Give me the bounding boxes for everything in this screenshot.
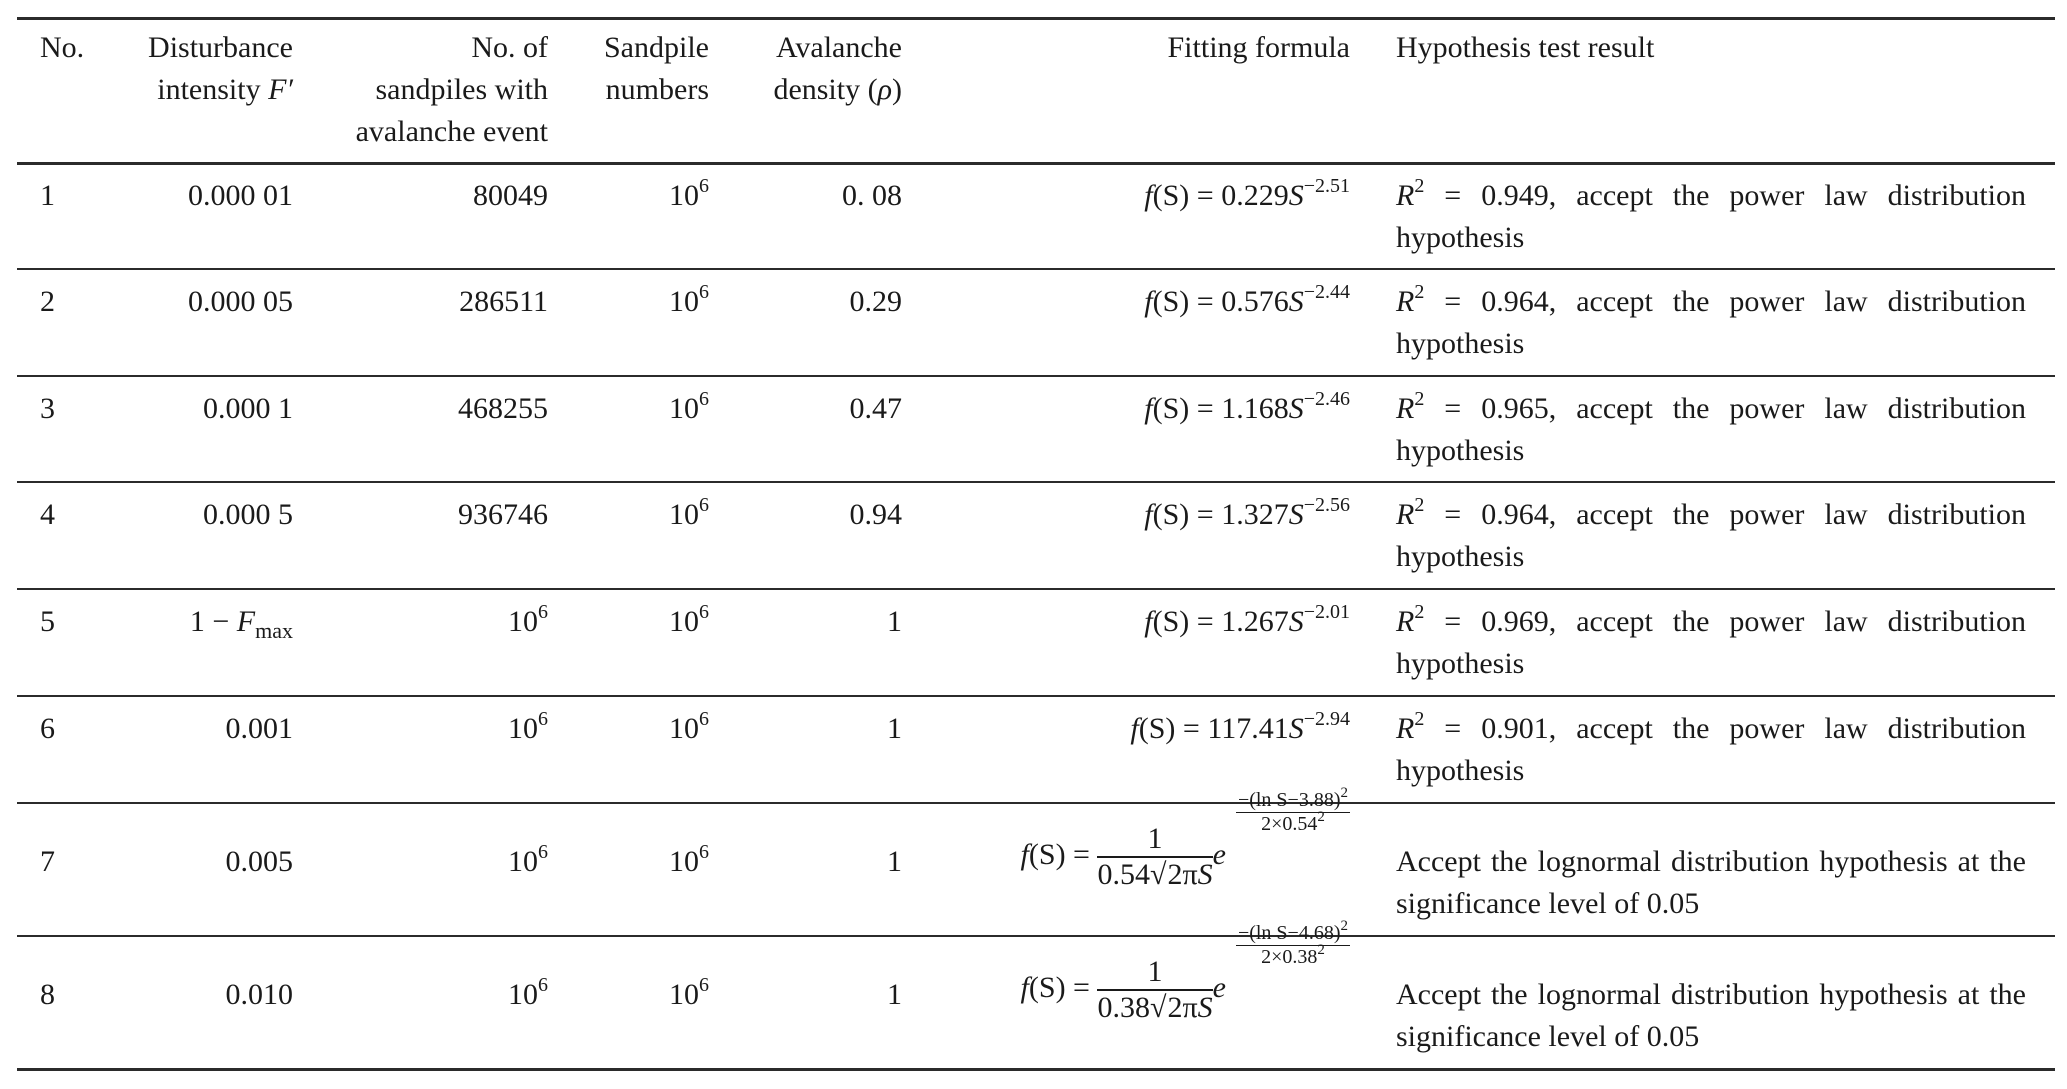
cell-sandpile-numbers: 106 (669, 841, 709, 878)
cell-hypothesis: R2 = 0.964, accept the power law distrib… (1396, 494, 2026, 573)
cell-avalanche-sandpiles: 106 (508, 708, 548, 745)
cell-sandpile-numbers: 106 (669, 388, 709, 425)
cell-intensity: 0.000 01 (188, 179, 293, 212)
header-numbers-line1: Sandpile (604, 31, 709, 64)
cell-sandpile-numbers: 106 (669, 281, 709, 318)
cell-no: 5 (40, 605, 55, 638)
cell-sandpile-numbers: 106 (669, 494, 709, 531)
header-sandpiles-line2: sandpiles with (375, 73, 549, 106)
header-sandpiles-line1: No. of (471, 31, 548, 64)
cell-intensity: 0.000 5 (203, 498, 293, 531)
cell-hypothesis: R2 = 0.964, accept the power law distrib… (1396, 281, 2026, 360)
cell-formula: f(S) = 1.267S−2.01 (1144, 601, 1350, 638)
cell-no: 4 (40, 498, 55, 531)
cell-formula: f(S) = 1.168S−2.46 (1144, 388, 1350, 425)
row-divider (17, 695, 2055, 697)
header-avalanche-density: Avalanche density (ρ) (720, 27, 902, 111)
header-avalanche-sandpiles: No. of sandpiles with avalanche event (300, 27, 548, 153)
cell-hypothesis: R2 = 0.969, accept the power law distrib… (1396, 601, 2026, 680)
header-density-line1: Avalanche (775, 31, 902, 64)
cell-density: 1 (887, 712, 902, 745)
cell-no: 1 (40, 179, 55, 212)
cell-hypothesis: Accept the lognormal distribution hypoth… (1396, 845, 2026, 920)
cell-formula: f(S) = 0.576S−2.44 (1144, 281, 1350, 318)
header-rule (17, 162, 2055, 165)
cell-formula-lognormal: f(S) = 1 0.38√2πS e −(ln S−4.68)2 2×0.382 (1020, 918, 1350, 1024)
cell-formula: f(S) = 117.41S−2.94 (1130, 708, 1350, 745)
cell-avalanche-sandpiles: 468255 (458, 392, 548, 425)
cell-density: 1 (887, 845, 902, 878)
exponent-fraction: −(ln S−4.68)2 2×0.382 (1235, 918, 1350, 968)
row-divider (17, 935, 2055, 937)
cell-sandpile-numbers: 106 (669, 601, 709, 638)
cell-density: 1 (887, 605, 902, 638)
cell-avalanche-sandpiles: 106 (508, 974, 548, 1011)
row-divider (17, 588, 2055, 590)
header-disturbance-line2: intensity F′ (157, 73, 293, 106)
cell-no: 6 (40, 712, 55, 745)
cell-density: 1 (887, 978, 902, 1011)
cell-sandpile-numbers: 106 (669, 708, 709, 745)
cell-no: 2 (40, 285, 55, 318)
header-fitting-formula: Fitting formula (1167, 31, 1351, 64)
cell-intensity: 0.005 (225, 845, 294, 878)
cell-formula: f(S) = 0.229S−2.51 (1144, 175, 1350, 212)
exponent-fraction: −(ln S−3.88)2 2×0.542 (1235, 785, 1350, 835)
cell-hypothesis: R2 = 0.949, accept the power law distrib… (1396, 175, 2026, 254)
header-density-line2: density (ρ) (773, 73, 902, 106)
fraction: 1 0.54√2πS (1097, 822, 1213, 891)
cell-avalanche-sandpiles: 106 (508, 601, 548, 638)
header-numbers-line2: numbers (605, 73, 709, 106)
cell-no: 8 (40, 978, 55, 1011)
header-disturbance: Disturbance intensity F′ (100, 27, 293, 111)
cell-intensity: 0.010 (225, 978, 294, 1011)
cell-sandpile-numbers: 106 (669, 175, 709, 212)
cell-density: 0.47 (849, 392, 903, 425)
cell-density: 0. 08 (842, 179, 902, 212)
header-disturbance-line1: Disturbance (148, 31, 293, 64)
header-sandpile-numbers: Sandpile numbers (560, 27, 709, 111)
cell-sandpile-numbers: 106 (669, 974, 709, 1011)
cell-hypothesis: Accept the lognormal distribution hypoth… (1396, 978, 2026, 1053)
cell-no: 3 (40, 392, 55, 425)
cell-hypothesis: R2 = 0.965, accept the power law distrib… (1396, 388, 2026, 467)
cell-avalanche-sandpiles: 106 (508, 841, 548, 878)
header-hypothesis: Hypothesis test result (1396, 31, 1655, 64)
fraction: 1 0.38√2πS (1097, 955, 1213, 1024)
header-sandpiles-line3: avalanche event (355, 115, 548, 148)
cell-formula: f(S) = 1.327S−2.56 (1144, 494, 1350, 531)
cell-intensity: 0.000 1 (203, 392, 293, 425)
row-divider (17, 802, 2055, 804)
row-divider (17, 268, 2055, 270)
cell-intensity: 0.001 (225, 712, 294, 745)
cell-density: 0.29 (849, 285, 903, 318)
cell-no: 7 (40, 845, 55, 878)
row-divider (17, 481, 2055, 483)
cell-density: 0.94 (849, 498, 903, 531)
top-rule (17, 17, 2055, 20)
cell-avalanche-sandpiles: 286511 (459, 285, 548, 318)
cell-hypothesis: R2 = 0.901, accept the power law distrib… (1396, 708, 2026, 787)
cell-formula-lognormal: f(S) = 1 0.54√2πS e −(ln S−3.88)2 2×0.542 (1020, 785, 1350, 891)
bottom-rule (17, 1068, 2055, 1071)
header-no: No. (40, 31, 85, 64)
cell-intensity: 0.000 05 (188, 285, 293, 318)
cell-avalanche-sandpiles: 80049 (473, 179, 548, 212)
cell-intensity: 1 − Fmax (189, 605, 293, 643)
row-divider (17, 375, 2055, 377)
cell-avalanche-sandpiles: 936746 (458, 498, 548, 531)
